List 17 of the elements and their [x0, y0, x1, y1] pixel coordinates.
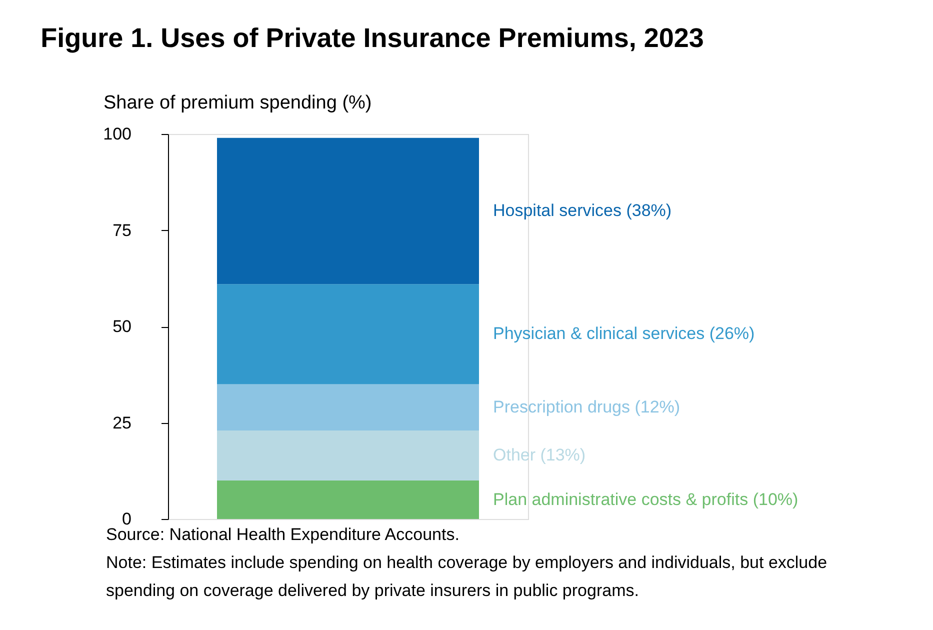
- bar: [217, 384, 479, 430]
- text: Note: Estimates include spending on health coverage by employers and individuals, but exclude spending on coverage delivered by private insurers in public programs.: [106, 553, 828, 600]
- series-label: Physician & clinical services (26%): [493, 324, 755, 344]
- y-axis-title: Share of premium spending (%): [104, 92, 372, 114]
- y-tick-label: 75: [112, 220, 132, 240]
- bar: [217, 480, 479, 519]
- y-tick-label: 25: [112, 413, 132, 432]
- y-tick-label: 100: [103, 124, 132, 144]
- series-label: Prescription drugs (12%): [493, 397, 680, 416]
- series-label: Hospital services (38%): [493, 201, 672, 220]
- bar: [217, 430, 479, 480]
- bar: [217, 138, 479, 284]
- y-tick-label: 50: [112, 317, 132, 336]
- bar: [217, 284, 479, 384]
- chart-title: Figure 1. Uses of Private Insurance Premiums, 2023: [40, 23, 704, 53]
- series-label: Plan administrative costs & profits (10%): [493, 490, 798, 509]
- series-label: Other (13%): [493, 445, 586, 464]
